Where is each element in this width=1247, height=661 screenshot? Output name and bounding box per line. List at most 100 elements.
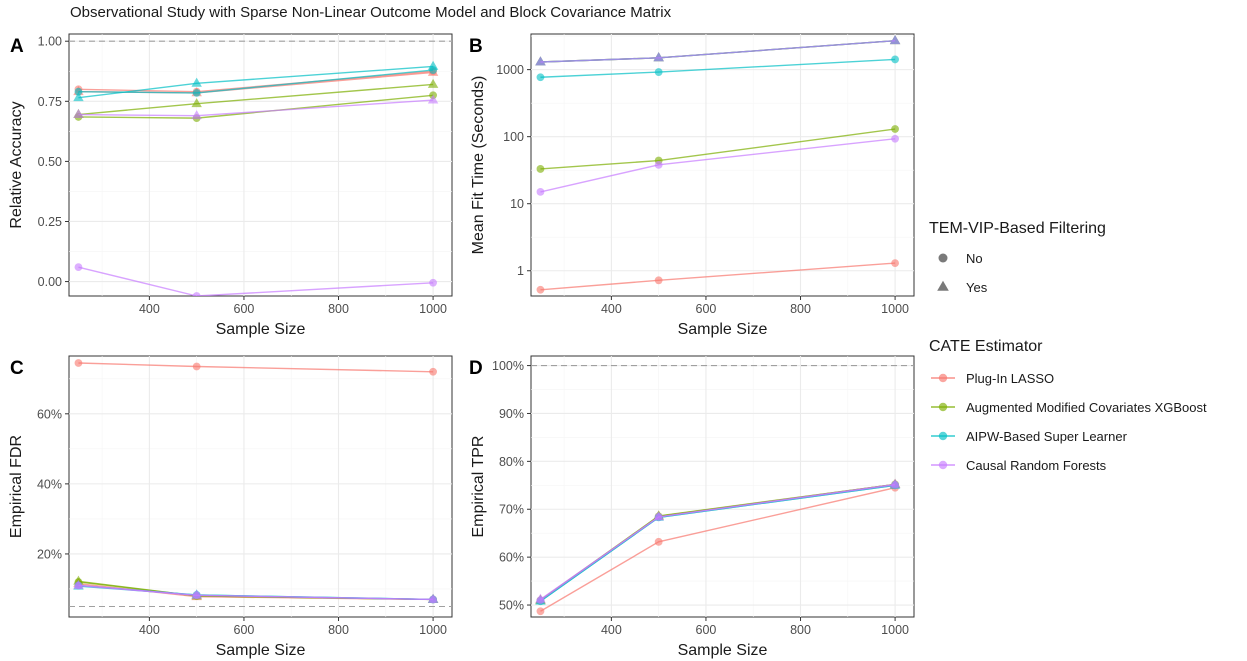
series-plug-in-lasso-no-point-250 (536, 607, 545, 616)
legend-item-plug-in-lasso: Plug-In LASSO (966, 371, 1054, 386)
axes: 400 600 800 1000 20% 40% 60% Sample Size Empiric… (8, 407, 447, 659)
series-plug-in-lasso-no-point-1000 (429, 367, 437, 376)
legend-item-causal-random-forests: Causal Random Forests (966, 458, 1107, 473)
series-aipw-based-super-learner-yes-point-500 (191, 77, 202, 87)
series-plug-in-lasso-no-point-250 (536, 285, 545, 294)
series-augmented-modified-covariates-xgboost-no-point-250 (536, 165, 545, 173)
x-tick-label: 400 (601, 302, 622, 316)
y-tick-label: 0.25 (38, 215, 62, 229)
y-tick-label: 100 (503, 130, 524, 144)
x-tick-label: 800 (790, 623, 811, 637)
grid (531, 356, 914, 617)
series-causal-random-forests-no-point-250 (536, 188, 545, 196)
x-tick-label: 1000 (881, 302, 909, 316)
y-tick-label: 20% (37, 547, 62, 561)
y-tick-label: 0.50 (38, 155, 62, 169)
axes: 400 600 800 1000 1 10 100 1000 Sample Size Mean F… (470, 63, 909, 338)
x-tick-label: 1000 (419, 302, 447, 316)
y-tick-label: 0.75 (38, 95, 62, 109)
legend-circle-icon (938, 253, 948, 263)
series-plug-in-lasso-no-point-500 (654, 537, 663, 546)
x-axis-title: Sample Size (678, 321, 768, 338)
x-tick-label: 400 (139, 623, 160, 637)
legend-key-point (938, 402, 948, 412)
legend-item-aipw-based-super-learner: AIPW-Based Super Learner (966, 429, 1128, 444)
x-tick-label: 800 (790, 302, 811, 316)
y-tick-label: 80% (499, 455, 524, 469)
x-tick-label: 800 (328, 302, 349, 316)
y-tick-label: 1000 (496, 63, 524, 77)
y-axis-title: Empirical FDR (8, 435, 25, 538)
series-causal-random-forests-yes-point-1000 (889, 35, 901, 45)
series-aipw-based-super-learner-no-point-250 (536, 73, 545, 82)
series-plug-in-lasso-no-point-500 (654, 276, 663, 285)
series-causal-random-forests-no-point-500 (192, 292, 201, 296)
grid (531, 34, 914, 296)
series-plug-in-lasso-no-point-250 (74, 359, 83, 367)
grid (69, 356, 452, 617)
y-tick-label: 60% (499, 551, 524, 565)
y-tick-label: 60% (37, 407, 62, 421)
x-axis-title: Sample Size (216, 642, 306, 659)
y-tick-label: 100% (492, 359, 524, 373)
series-causal-random-forests-yes-point-500 (191, 589, 202, 599)
y-tick-label: 1.00 (38, 35, 62, 49)
panel-c: 400 600 800 1000 20% 40% 60% Sample Size Empiric… (8, 355, 453, 659)
series-causal-random-forests-yes-point-250 (73, 579, 84, 589)
x-tick-label: 400 (139, 302, 160, 316)
axes: 400 600 800 1000 0.00 0.25 0.50 0.75 1.00 Sample … (8, 35, 447, 338)
x-axis-title: Sample Size (216, 321, 306, 338)
series-augmented-modified-covariates-xgboost-yes-point-500 (191, 98, 202, 108)
legend-key-point (938, 431, 948, 441)
x-tick-label: 800 (328, 623, 349, 637)
panel-a: 400 600 800 1000 0.00 0.25 0.50 0.75 1.00 Sample … (8, 33, 453, 338)
y-tick-label: 0.00 (38, 275, 62, 289)
series-causal-random-forests-yes-point-250 (535, 56, 546, 66)
series-aipw-based-super-learner-yes-point-1000 (427, 60, 439, 70)
x-tick-label: 400 (601, 623, 622, 637)
series-causal-random-forests-no-point-1000 (891, 134, 899, 143)
x-tick-label: 600 (696, 623, 717, 637)
panel-label: B (469, 36, 483, 57)
axes: 400 600 800 1000 50% 60% 70% 80% 90% 100% Sample S… (470, 359, 909, 659)
plot-area (530, 355, 915, 618)
series-group (73, 359, 439, 604)
plot-area (68, 355, 453, 618)
plot-area (68, 33, 453, 297)
legend: TEM-VIP-Based Filtering No Yes CATE Estimat… (929, 220, 1207, 473)
series-causal-random-forests-no-line (78, 266, 434, 296)
x-axis-title: Sample Size (678, 642, 768, 659)
series-augmented-modified-covariates-xgboost-yes-point-1000 (427, 78, 439, 88)
series-group (535, 478, 901, 616)
series-aipw-based-super-learner-yes-point-250 (73, 92, 84, 102)
panel-label: C (10, 358, 24, 379)
legend-item-augmented-modified-covariates-xgboost: Augmented Modified Covariates XGBoost (966, 400, 1207, 415)
series-aipw-based-super-learner-no-point-250 (74, 87, 83, 96)
y-tick-label: 50% (499, 599, 524, 613)
y-tick-label: 90% (499, 407, 524, 421)
series-plug-in-lasso-no-point-1000 (891, 259, 899, 268)
series-causal-random-forests-yes-point-1000 (427, 593, 439, 603)
grid (69, 34, 452, 296)
y-tick-label: 1 (517, 264, 524, 278)
legend-key-point (938, 460, 948, 470)
legend-shape-no: No (966, 251, 983, 266)
series-aipw-based-super-learner-no-point-500 (192, 88, 201, 97)
x-tick-label: 600 (234, 623, 255, 637)
series-causal-random-forests-yes-point-250 (535, 593, 546, 603)
series-causal-random-forests-yes-point-250 (73, 108, 84, 118)
series-causal-random-forests-no-point-500 (654, 160, 663, 169)
legend-key-point (938, 373, 948, 383)
legend-shape-title: TEM-VIP-Based Filtering (929, 220, 1106, 237)
x-tick-label: 1000 (881, 623, 909, 637)
y-axis-title: Mean Fit Time (Seconds) (470, 76, 487, 255)
legend-color-title: CATE Estimator (929, 338, 1043, 355)
legend-triangle-icon (937, 280, 949, 291)
figure-title: Observational Study with Sparse Non-Line… (70, 4, 672, 21)
series-augmented-modified-covariates-xgboost-no-point-1000 (891, 125, 899, 133)
series-group (73, 60, 439, 296)
series-causal-random-forests-yes-point-500 (191, 110, 202, 120)
y-axis-title: Relative Accuracy (8, 101, 25, 228)
series-causal-random-forests-yes-point-500 (653, 52, 664, 62)
